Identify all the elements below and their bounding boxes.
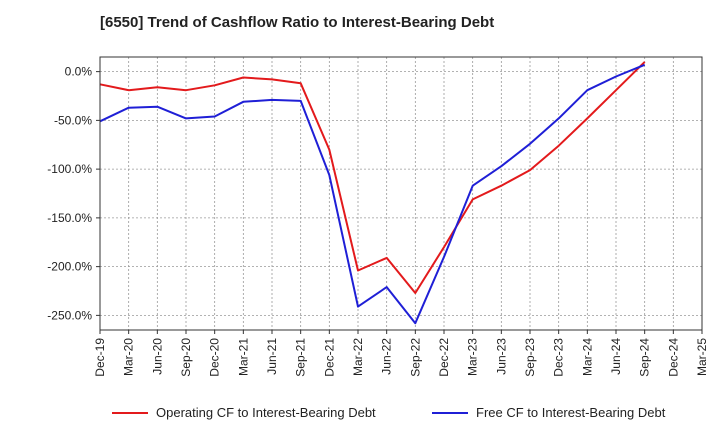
plot-frame (99, 56, 703, 331)
x-tick-label: Mar-25 (695, 338, 709, 376)
x-tick-labels: Dec-19 Mar-20 Jun-20 Sep-20 Dec-20 Mar-21 Jun-… (93, 338, 709, 377)
x-tick-label: Jun-20 (150, 338, 164, 375)
x-tick-label: Dec-19 (93, 338, 107, 377)
x-tick-label: Dec-22 (437, 338, 451, 377)
y-tick-label: -150.0% (47, 211, 92, 225)
x-tick-label: Jun-22 (380, 338, 394, 375)
x-tick-label: Dec-24 (666, 338, 680, 377)
x-tick-label: Dec-23 (552, 338, 566, 377)
x-tick-label: Mar-24 (580, 338, 594, 376)
series-lines (99, 61, 646, 325)
x-tick-label: Sep-24 (638, 338, 652, 377)
x-tick-label: Dec-21 (322, 338, 336, 377)
y-tick-labels: 0.0% -50.0% -100.0% -150.0% -200.0% -250.0% (47, 65, 92, 323)
x-tick-label: Mar-22 (351, 338, 365, 376)
legend-item-free-cf: Free CF to Interest-Bearing Debt (432, 405, 665, 420)
grid-lines (99, 57, 703, 330)
y-tick-label: -250.0% (47, 308, 92, 322)
y-tick-label: 0.0% (65, 65, 93, 79)
legend-label-operating-cf: Operating CF to Interest-Bearing Debt (156, 405, 376, 420)
x-tick-label: Mar-21 (236, 338, 250, 376)
x-tick-label: Mar-20 (122, 338, 136, 376)
x-tick-label: Sep-21 (294, 338, 308, 377)
series-line-operating-cf (99, 61, 646, 294)
x-tick-label: Mar-23 (466, 338, 480, 376)
legend-swatch-free-cf (432, 411, 468, 414)
y-tick-label: -200.0% (47, 260, 92, 274)
legend-item-operating-cf: Operating CF to Interest-Bearing Debt (112, 405, 376, 420)
x-tick-label: Sep-22 (408, 338, 422, 377)
y-tick-label: -50.0% (54, 113, 92, 127)
x-tick-label: Jun-24 (609, 338, 623, 375)
axes (96, 56, 703, 334)
x-tick-label: Jun-23 (494, 338, 508, 375)
y-tick-label: -100.0% (47, 162, 92, 176)
chart-title: [6550] Trend of Cashflow Ratio to Intere… (100, 14, 495, 31)
x-tick-label: Sep-20 (179, 338, 193, 377)
x-tick-label: Jun-21 (265, 338, 279, 375)
legend-label-free-cf: Free CF to Interest-Bearing Debt (476, 405, 666, 420)
x-tick-label: Dec-20 (208, 338, 222, 377)
x-tick-label: Sep-23 (523, 338, 537, 377)
legend: Operating CF to Interest-Bearing Debt Fr… (0, 405, 720, 427)
legend-swatch-operating-cf (112, 411, 148, 414)
series-line-free-cf (99, 63, 646, 325)
